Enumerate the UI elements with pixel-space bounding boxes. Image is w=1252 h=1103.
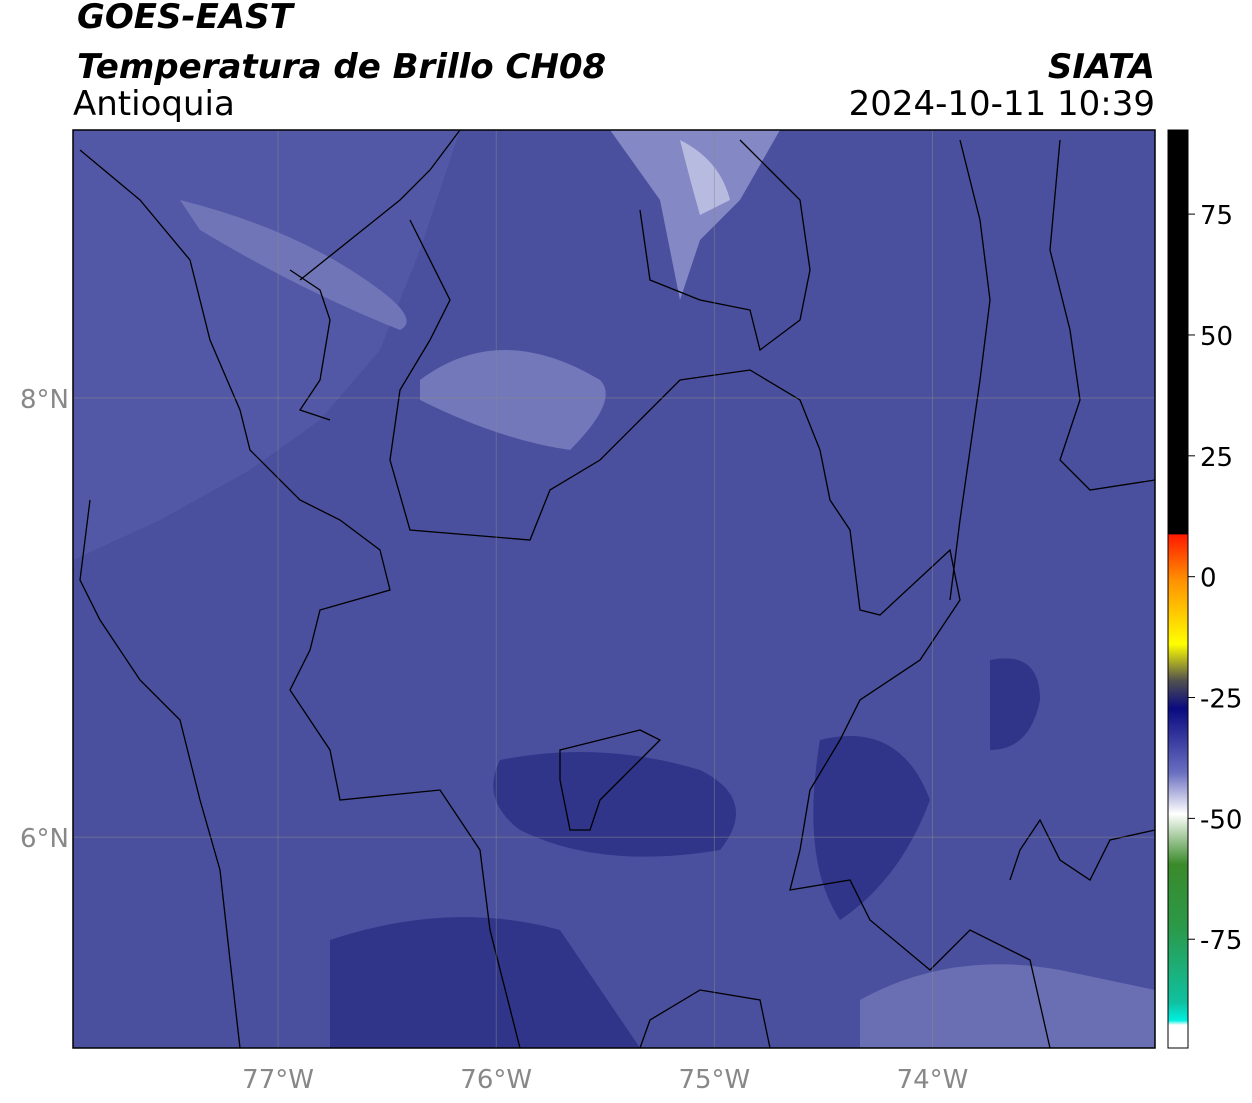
colorbar-tick-label: 75 xyxy=(1200,201,1233,231)
colorbar-tick-label: -25 xyxy=(1200,685,1242,715)
colorbar xyxy=(1167,129,1189,1049)
x-tick-label: 76°W xyxy=(460,1065,532,1095)
title: GOES-EAST xyxy=(77,0,296,37)
datetime: 2024-10-11 10:39 xyxy=(849,84,1155,124)
map-frame xyxy=(72,129,1156,1049)
region: Antioquia xyxy=(73,84,235,124)
cold-area xyxy=(813,736,930,920)
cold-area xyxy=(990,658,1040,750)
cold-area xyxy=(330,917,640,1048)
cloud-area xyxy=(860,964,1155,1048)
map xyxy=(73,130,1155,1048)
cloud-area xyxy=(420,350,606,450)
cloud-area xyxy=(180,200,407,330)
grid xyxy=(73,130,1155,1048)
cloud-area xyxy=(73,130,460,560)
colorbar-tick-label: 50 xyxy=(1200,322,1233,352)
borders xyxy=(79,130,1155,1048)
colorbar-tick-label: -75 xyxy=(1200,926,1242,956)
cold-area xyxy=(493,752,736,857)
x-tick-label: 75°W xyxy=(678,1065,750,1095)
y-tick-label: 6°N xyxy=(20,824,69,854)
source: SIATA xyxy=(1048,47,1155,87)
x-tick-label: 77°W xyxy=(242,1065,314,1095)
cloud-area xyxy=(610,130,780,300)
cloud-area xyxy=(680,140,730,215)
colorbar-tick-label: 0 xyxy=(1200,564,1217,594)
colorbar-tick-label: -50 xyxy=(1200,805,1242,835)
subtitle: Temperatura de Brillo CH08 xyxy=(77,47,606,87)
y-tick-label: 8°N xyxy=(20,385,69,415)
x-tick-label: 74°W xyxy=(897,1065,969,1095)
colorbar-tick-label: 25 xyxy=(1200,443,1233,473)
